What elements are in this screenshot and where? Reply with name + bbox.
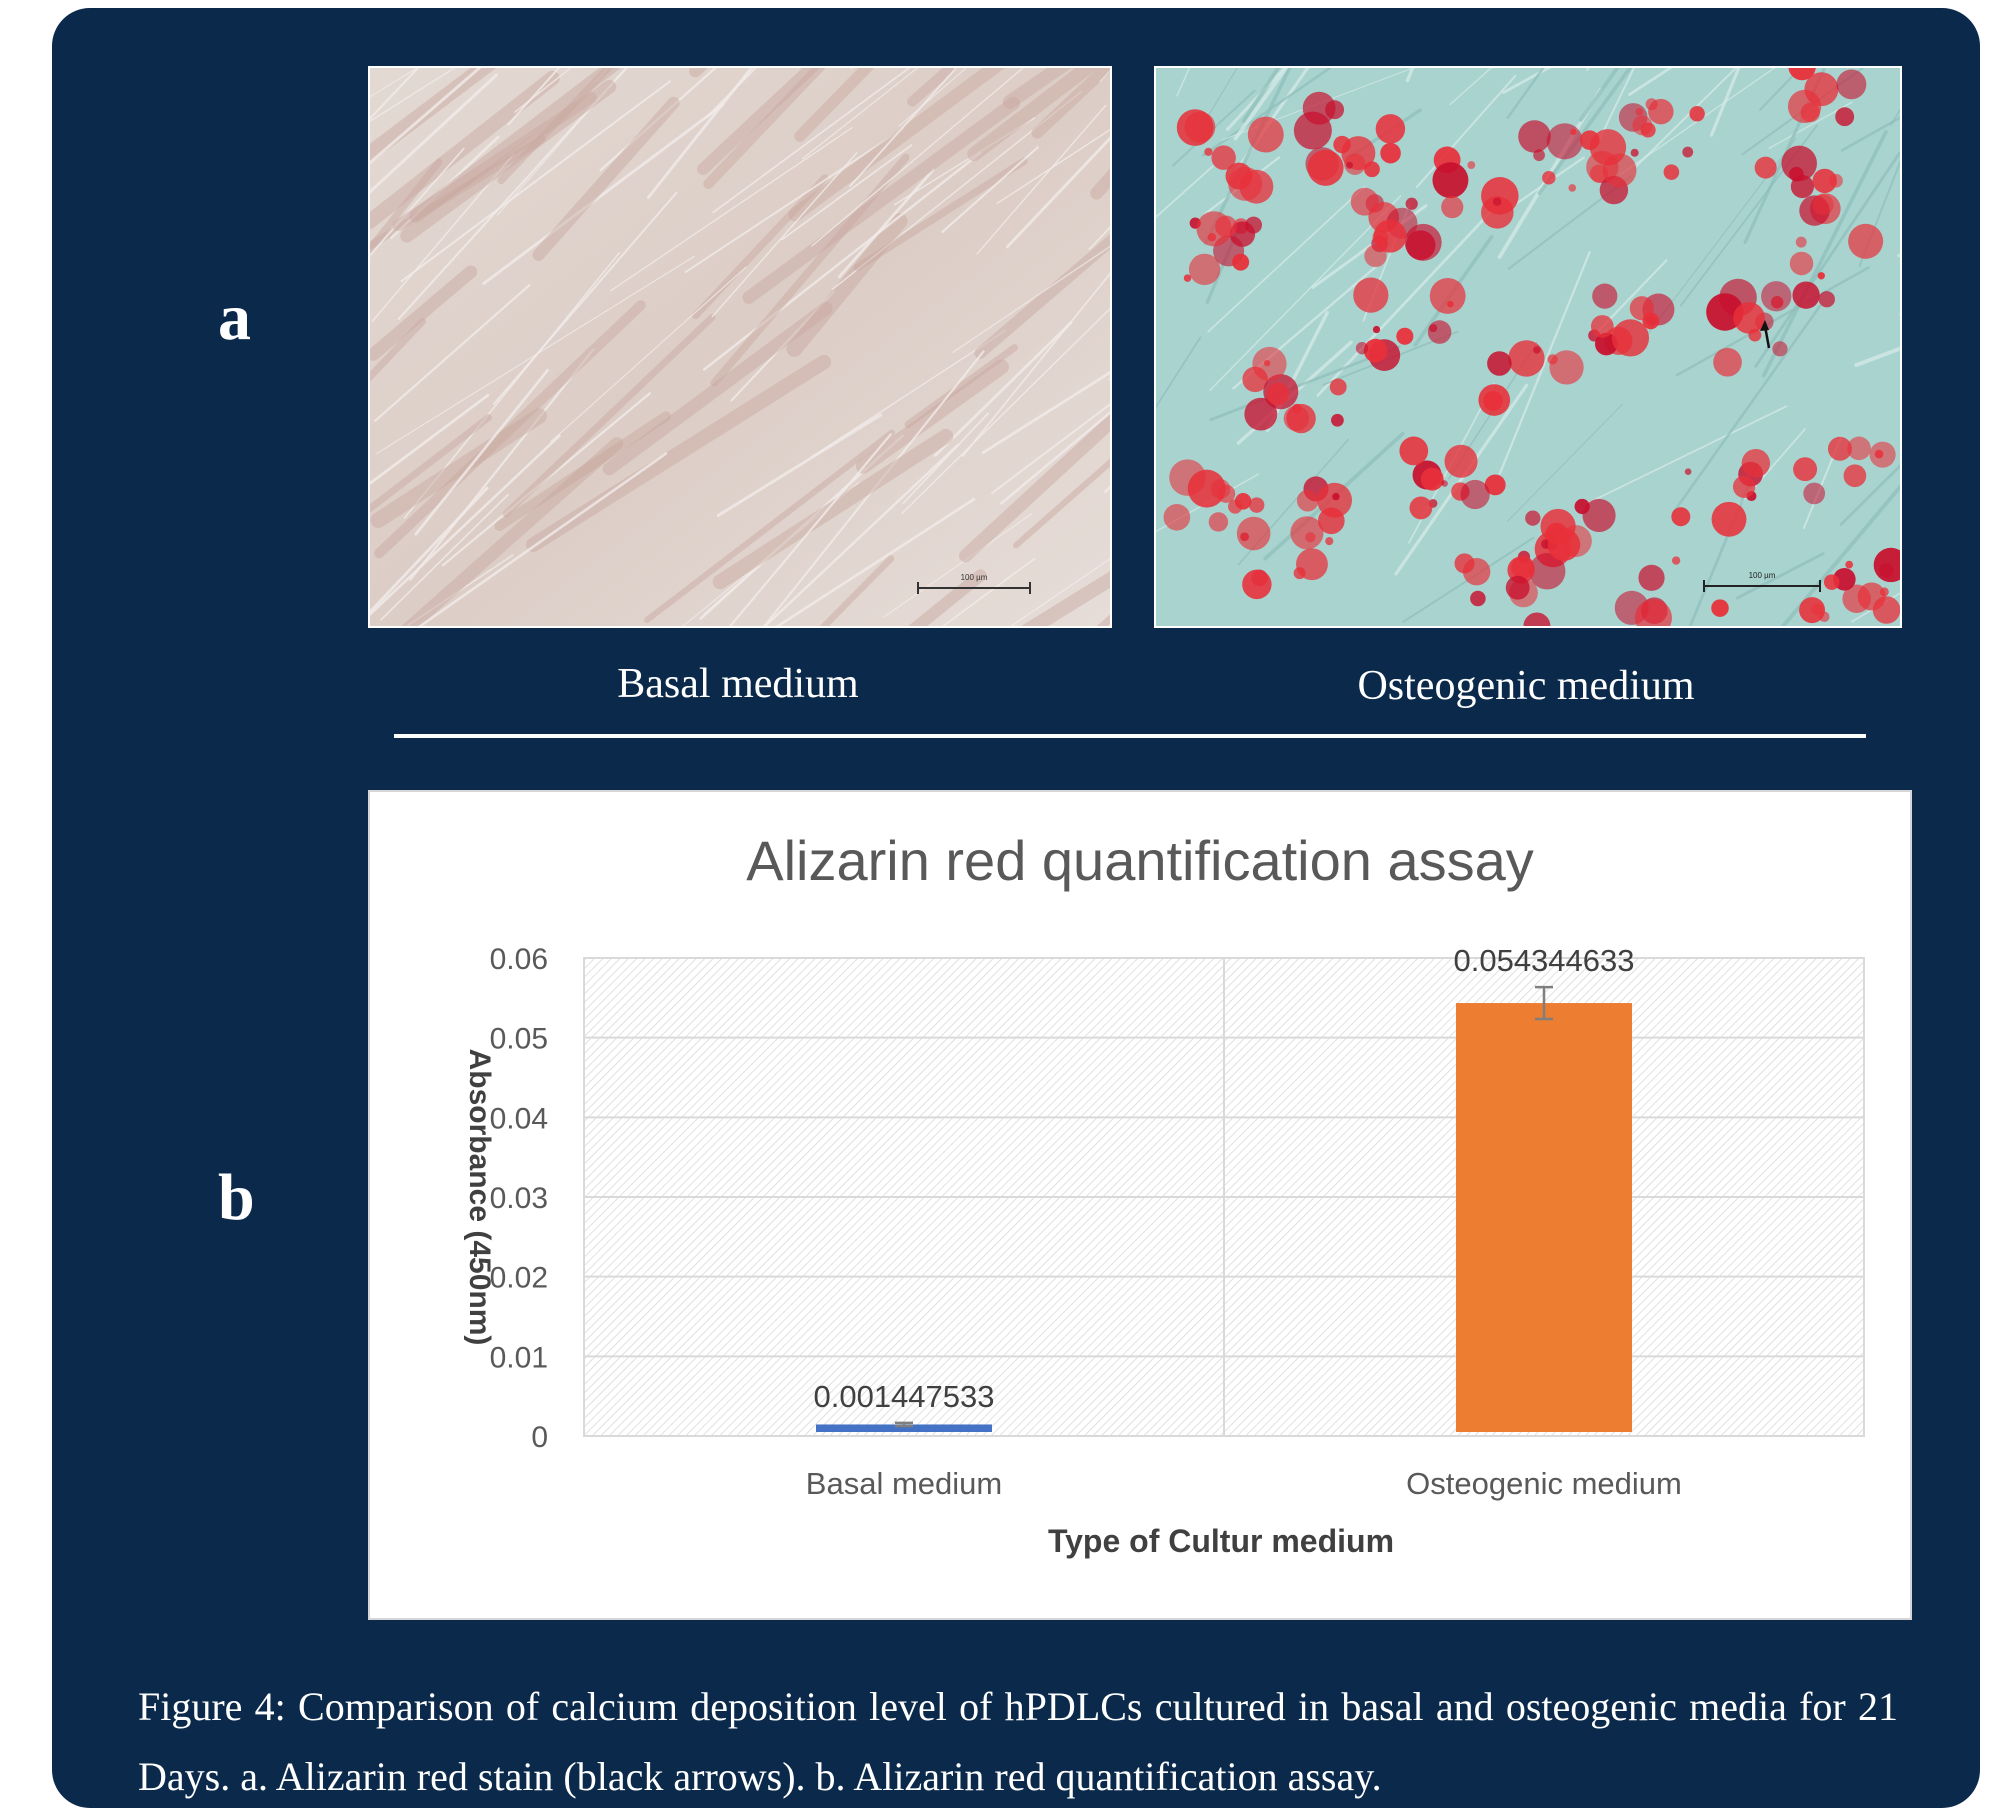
osteogenic-medium-caption: Osteogenic medium (1154, 662, 1898, 710)
x-tick-label: Osteogenic medium (1406, 1466, 1682, 1501)
figure-caption: Figure 4: Comparison of calcium depositi… (138, 1672, 1898, 1812)
data-label: 0.001447533 (813, 1379, 994, 1414)
chart-title: Alizarin red quantification assay (746, 829, 1534, 892)
y-axis-title-text: Absorbance (450nm) (463, 1049, 496, 1346)
bar (1456, 1003, 1632, 1432)
panel-divider (394, 734, 1866, 738)
y-tick-label: 0.03 (490, 1182, 548, 1215)
y-tick-label: 0 (531, 1421, 548, 1454)
panel-label-b: b (218, 1160, 255, 1236)
basal-scale-label: 100 µm (961, 573, 988, 582)
panel-label-a: a (218, 280, 251, 356)
y-tick-label: 0.05 (490, 1023, 548, 1056)
x-tick-label: Basal medium (806, 1466, 1002, 1501)
x-axis-title: Type of Cultur medium (1048, 1523, 1394, 1559)
y-tick-label: 0.01 (490, 1341, 548, 1374)
basal-medium-caption: Basal medium (368, 660, 1108, 708)
y-axis-title: Absorbance (450nm) (463, 1049, 496, 1346)
osteogenic-scale-label: 100 µm (1749, 571, 1776, 580)
data-label: 0.054344633 (1453, 943, 1634, 978)
osteogenic-medium-micrograph: 100 µm (1154, 66, 1902, 628)
y-tick-label: 0.04 (490, 1102, 548, 1135)
y-tick-label: 0.02 (490, 1262, 548, 1295)
basal-medium-micrograph: 100 µm (368, 66, 1112, 628)
alizarin-chart: Alizarin red quantification assay 0 0.01 0… (368, 790, 1912, 1620)
y-tick-label: 0.06 (490, 943, 548, 976)
